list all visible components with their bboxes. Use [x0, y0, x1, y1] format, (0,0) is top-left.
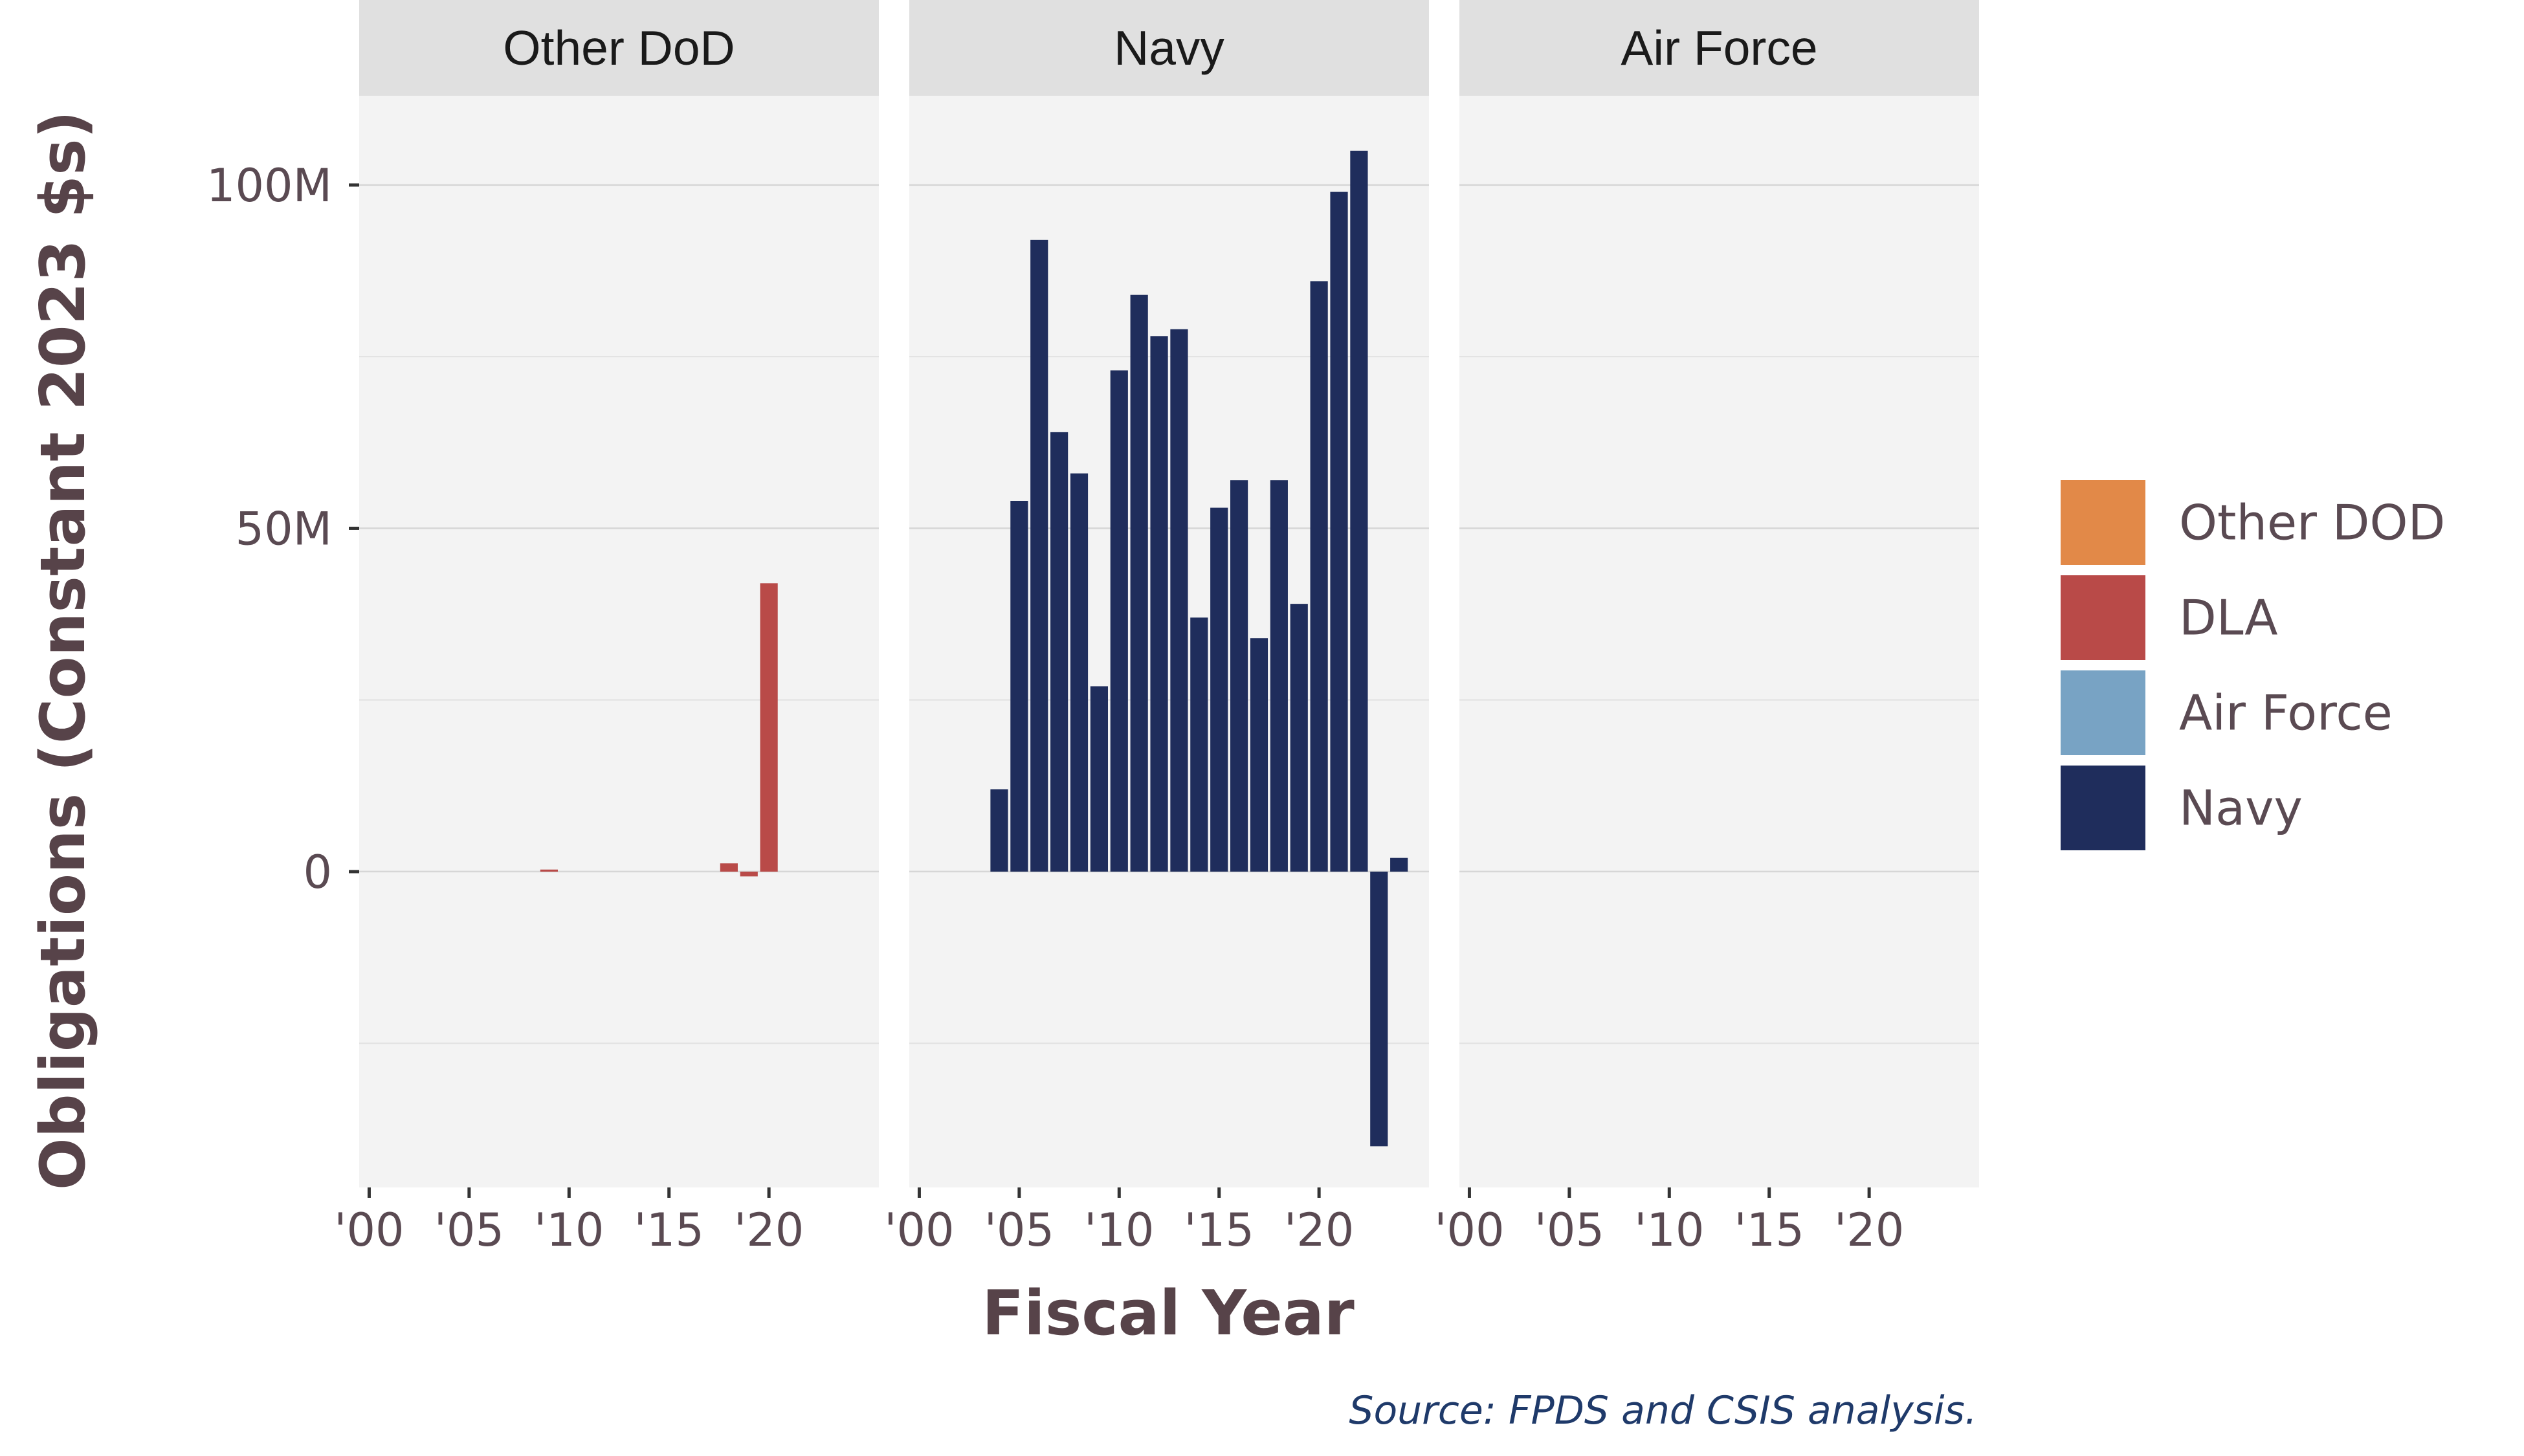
legend-swatch-navy: [2058, 763, 2148, 853]
bar-navy-2009: [1090, 686, 1108, 872]
legend-swatch-other-dod: [2058, 478, 2148, 568]
bar-navy-2005: [1010, 500, 1028, 872]
panel-strip: [1459, 0, 1979, 96]
legend-label-dla: DLA: [2179, 590, 2278, 646]
y-axis-title: Obligations (Constant 2023 $s): [28, 111, 99, 1190]
panel-title: Navy: [1114, 21, 1224, 75]
x-axis-title: Fiscal Year: [982, 1278, 1355, 1349]
bar-dla-2018: [720, 863, 738, 872]
y-axis: 0 50M 100M: [206, 159, 359, 899]
panel-title: Other DoD: [503, 21, 735, 75]
bar-dla-2019: [740, 871, 758, 877]
x-tick-label: '05: [1534, 1204, 1604, 1257]
source-caption: Source: FPDS and CSIS analysis.: [1349, 1388, 1977, 1433]
facet-panels: Other DoD '00 '05 '10 '15 '20 Navy '00 '05 '10 '15…: [334, 0, 1979, 1257]
x-tick-label: '10: [1084, 1204, 1154, 1257]
bar-navy-2015: [1210, 507, 1228, 872]
bar-navy-2018: [1270, 480, 1288, 872]
legend-label-other-dod: Other DOD: [2179, 494, 2445, 551]
bar-navy-2017: [1250, 638, 1268, 872]
x-tick-label: '15: [1184, 1204, 1254, 1257]
x-tick-label: '20: [1834, 1204, 1904, 1257]
bar-navy-2024: [1390, 857, 1408, 872]
panel-navy: Navy '00 '05 '10 '15 '20: [884, 0, 1429, 1257]
panel-strip: [909, 0, 1429, 96]
y-tick-label: 50M: [236, 502, 332, 555]
bar-navy-2016: [1230, 480, 1248, 872]
panel-background: [1459, 96, 1979, 1187]
legend-swatch-dla: [2058, 573, 2148, 663]
bar-navy-2010: [1110, 370, 1128, 872]
bar-navy-2014: [1190, 617, 1208, 872]
x-tick-label: '15: [1734, 1204, 1804, 1257]
x-tick-label: '20: [734, 1204, 804, 1257]
legend: Other DOD DLA Air Force Navy: [2058, 478, 2445, 853]
x-tick-label: '00: [334, 1204, 404, 1257]
bar-navy-2004: [990, 789, 1008, 872]
bar-navy-2022: [1350, 150, 1368, 872]
bar-navy-2021: [1330, 192, 1348, 872]
panel-strip: [359, 0, 879, 96]
panel-title: Air Force: [1621, 21, 1817, 75]
bar-navy-2020: [1310, 281, 1328, 872]
y-tick-label: 0: [303, 846, 332, 899]
bar-navy-2011: [1130, 294, 1148, 872]
panel-air-force: Air Force '00 '05 '10 '15 '20: [1434, 0, 1979, 1257]
x-tick-label: '10: [1634, 1204, 1704, 1257]
bar-navy-2019: [1290, 604, 1308, 872]
legend-label-navy: Navy: [2179, 780, 2303, 837]
bar-navy-2006: [1030, 239, 1048, 872]
x-tick-label: '10: [534, 1204, 604, 1257]
x-tick-label: '15: [634, 1204, 704, 1257]
x-tick-label: '00: [884, 1204, 954, 1257]
x-tick-label: '05: [434, 1204, 504, 1257]
panel-background: [359, 96, 879, 1187]
x-tick-label: '05: [984, 1204, 1054, 1257]
x-tick-label: '00: [1434, 1204, 1504, 1257]
legend-label-air-force: Air Force: [2179, 685, 2393, 742]
legend-swatch-air-force: [2058, 668, 2148, 758]
bar-navy-2013: [1170, 329, 1188, 872]
bar-navy-2012: [1150, 336, 1168, 872]
bar-navy-2007: [1050, 432, 1068, 872]
panel-other-dod: Other DoD '00 '05 '10 '15 '20: [334, 0, 879, 1257]
bar-dla-2020: [760, 583, 778, 872]
bar-navy-2008: [1070, 473, 1089, 872]
bar-dla-2009: [540, 869, 558, 872]
y-tick-label: 100M: [206, 159, 332, 212]
bar-navy-2023: [1370, 871, 1388, 1147]
x-tick-label: '20: [1284, 1204, 1354, 1257]
